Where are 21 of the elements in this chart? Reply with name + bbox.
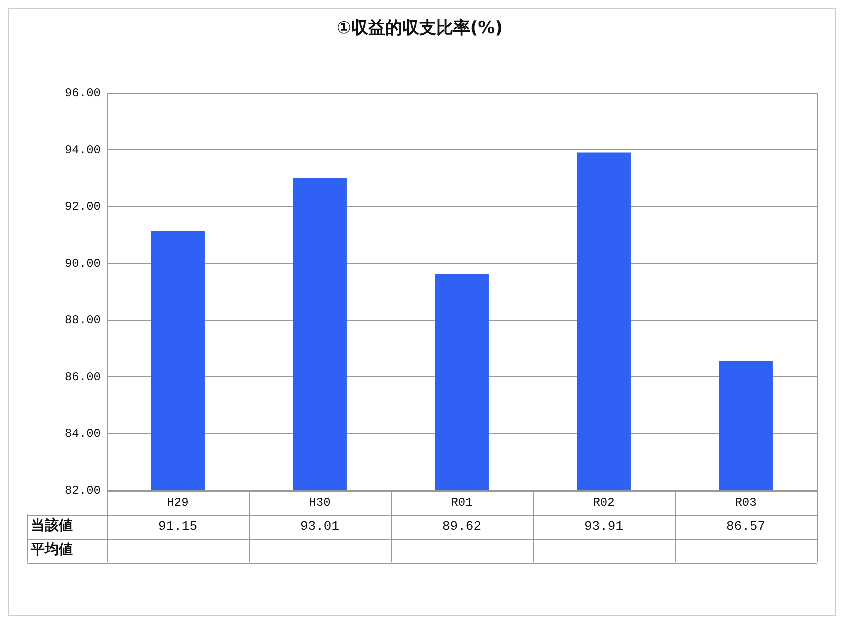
x-tick-label: H30 <box>309 496 331 510</box>
text: 当該値 <box>31 517 73 534</box>
y-tick-label: 90.00 <box>64 256 101 271</box>
x-tick-label: R03 <box>735 496 757 510</box>
y-tick-label: 82.00 <box>64 484 101 498</box>
y-tick-label: 92.00 <box>64 200 101 214</box>
x-tick-label: R02 <box>593 496 615 510</box>
x-tick-label: R01 <box>451 496 473 510</box>
y-tick-label: 94.00 <box>64 143 101 158</box>
data-label: 93.01 <box>300 519 340 534</box>
y-tick-label: 86.00 <box>64 370 101 384</box>
data-label: 93.91 <box>584 519 624 534</box>
y-tick-label: 96.00 <box>64 86 101 101</box>
x-tick-label: H29 <box>167 496 189 510</box>
y-tick-label: 88.00 <box>64 314 101 328</box>
y-tick-label: 84.00 <box>64 427 101 442</box>
data-label: 86.57 <box>726 519 766 534</box>
data-label: 89.62 <box>442 519 482 534</box>
data-label: 91.15 <box>158 519 198 534</box>
chart-title: ①収益的収支比率(%) <box>337 18 503 39</box>
text: 平均値 <box>30 542 73 558</box>
